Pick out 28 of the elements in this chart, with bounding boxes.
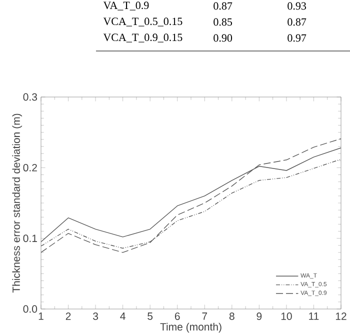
x-tick-label: 8	[229, 312, 234, 320]
x-tick-label: 6	[174, 312, 180, 320]
y-tick-label: 0.2	[23, 164, 37, 172]
y-tick-label: 0.0	[23, 305, 38, 313]
x-tick-label: 1	[38, 312, 44, 320]
text: 0.93	[288, 2, 306, 10]
x-tick-label: 10	[281, 312, 292, 320]
text: 0.85	[214, 18, 232, 26]
text: 0.87	[214, 2, 232, 10]
text: VA_T_0.9	[103, 2, 149, 10]
x-tick-label: 7	[202, 312, 208, 320]
x-tick-label: 4	[120, 312, 126, 320]
text: 0.97	[288, 34, 306, 42]
x-tick-label: 12	[336, 312, 346, 320]
x-axis-title: Time (month)	[160, 322, 222, 333]
text: VCA_T_0.9_0.15	[103, 34, 182, 42]
y-tick-label: 0.3	[23, 93, 38, 101]
y-axis-title: Thickness error standard deviation (m)	[12, 114, 22, 293]
text: VCA_T_0.5_0.15	[103, 18, 182, 26]
text: 0.87	[288, 18, 306, 26]
x-tick-label: 2	[66, 312, 71, 320]
x-tick-label: 3	[93, 312, 98, 320]
x-tick-label: 11	[309, 312, 319, 320]
line-series	[41, 138, 342, 253]
y-tick-label: 0.1	[23, 234, 37, 242]
x-tick-label: 9	[256, 312, 262, 320]
x-tick-label: 5	[148, 312, 153, 320]
text: 0.90	[214, 34, 232, 42]
